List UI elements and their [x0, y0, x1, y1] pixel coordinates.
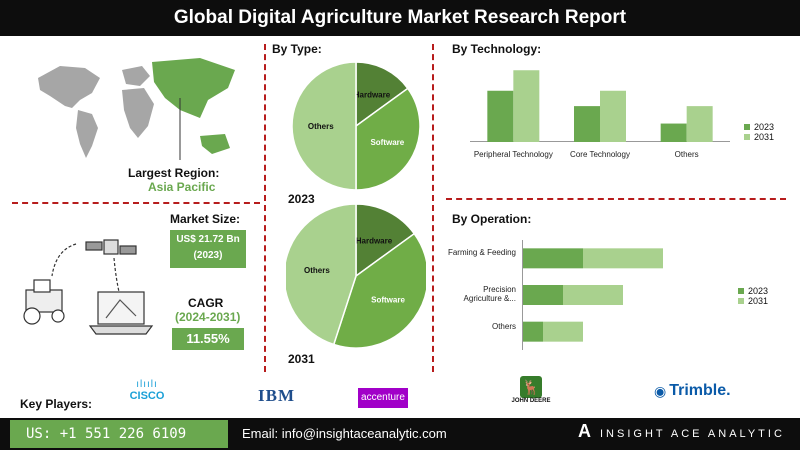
divider-left	[264, 44, 266, 372]
operation-category-label: Others	[491, 321, 516, 331]
pie-chart-2031: Hardware Software Others	[286, 203, 426, 349]
technology-legend-item: 2031	[744, 132, 774, 142]
cisco-bars-icon: ılıılı	[136, 379, 158, 390]
brand-name: INSIGHT ACE ANALYTIC	[600, 428, 785, 440]
legend-swatch	[744, 124, 750, 130]
market-size-value: US$ 21.72 Bn	[176, 234, 240, 245]
accenture-logo: accenture	[358, 388, 408, 408]
pie-2031-year-label: 2031	[288, 352, 315, 366]
technology-bar-1-2031	[600, 90, 626, 142]
ibm-logo: IBM	[258, 386, 295, 405]
technology-bar-0-2031	[513, 70, 540, 142]
pie-chart-2023: Hardware Software Others	[291, 61, 421, 191]
trimble-logo: ◉ Trimble.	[654, 382, 731, 399]
operation-category-label: Farming & Feeding	[447, 248, 516, 258]
cisco-logo: ılıılı CISCO	[124, 379, 170, 403]
pie-2031-slice-others	[286, 203, 357, 346]
pie-2031-slice-hardware	[355, 203, 416, 278]
legend-swatch	[738, 288, 744, 294]
technology-legend: 2023 2031	[744, 122, 774, 142]
technology-categories: Peripheral Technology Core Technology Othe…	[470, 150, 730, 176]
pie-2031-label-software: Software	[371, 295, 405, 304]
operation-category-label: Precision Agriculture &...	[463, 285, 516, 303]
phone-number: US: +1 551 226 6109	[26, 426, 187, 442]
operation-legend-item: 2023	[738, 286, 768, 296]
operation-bar-1-2031	[563, 285, 623, 305]
operation-bar-0-2031	[583, 248, 663, 269]
technology-bar-chart	[470, 70, 730, 142]
operation-bar-0-2023	[523, 248, 583, 269]
market-size-label: Market Size:	[170, 212, 241, 226]
technology-category-label: Peripheral Technology	[473, 150, 553, 159]
by-type-title: By Type:	[272, 42, 322, 56]
technology-category-label: Others	[674, 150, 699, 159]
divider-left-h	[12, 202, 260, 204]
technology-legend-item: 2023	[744, 122, 774, 132]
technology-category-label: Core Technology	[570, 150, 630, 159]
technology-bar-2-2023	[660, 123, 687, 142]
pie-2023-slice-hardware	[355, 61, 409, 128]
pie-2023-label-others: Others	[308, 122, 334, 131]
john-deere-logo: 🦌 JOHN DEERE	[504, 376, 558, 404]
pie-2031-slice-software	[332, 232, 426, 349]
agri-tech-illustration	[23, 239, 154, 335]
email-text: Email: info@insightaceanalytic.com	[242, 426, 447, 441]
market-size-year: (2023)	[193, 250, 223, 261]
divider-right-h	[446, 198, 786, 200]
legend-label: 2031	[748, 296, 769, 306]
by-technology-title: By Technology:	[452, 42, 542, 56]
legend-label: 2031	[754, 132, 775, 142]
cagr-label: CAGR	[188, 296, 224, 310]
operation-legend: 2023 2031	[738, 286, 768, 306]
pie-2023-label-hardware: Hardware	[354, 91, 391, 100]
market-size-box: US$ 21.72 Bn (2023)	[170, 230, 246, 268]
key-players-label: Key Players:	[20, 397, 93, 411]
largest-region-label: Largest Region:	[128, 166, 220, 180]
technology-bar-1-2023	[574, 106, 600, 142]
operation-bar-2-2031	[543, 321, 583, 342]
legend-swatch	[738, 298, 744, 304]
operation-categories: Farming & Feeding Precision Agriculture &…	[446, 240, 520, 350]
deer-icon: 🦌	[520, 376, 542, 398]
legend-label: 2023	[754, 122, 775, 132]
cagr-value: 11.55%	[172, 328, 244, 350]
pie-2023-slice-others	[291, 61, 357, 191]
divider-right	[432, 44, 434, 372]
trimble-icon: ◉	[654, 382, 667, 399]
pie-2023-slice-software	[355, 87, 421, 191]
pie-2031-label-hardware: Hardware	[356, 237, 393, 246]
largest-region-value: Asia Pacific	[148, 180, 216, 194]
operation-bar-chart	[522, 240, 663, 350]
legend-swatch	[744, 134, 750, 140]
pie-2023-label-software: Software	[370, 138, 404, 147]
operation-legend-item: 2031	[738, 296, 768, 306]
page-title: Global Digital Agriculture Market Resear…	[0, 0, 800, 36]
technology-bar-2-2031	[686, 106, 713, 142]
cagr-period: (2024-2031)	[175, 310, 241, 324]
technology-bar-0-2023	[487, 90, 514, 142]
pie-2023-year-label: 2023	[288, 192, 315, 206]
operation-bar-2-2023	[523, 321, 543, 342]
operation-bar-1-2023	[523, 285, 563, 305]
by-operation-title: By Operation:	[452, 212, 532, 226]
brand-icon: A	[578, 421, 591, 441]
legend-label: 2023	[748, 286, 769, 296]
phone-box: US: +1 551 226 6109	[10, 420, 228, 448]
pie-2031-label-others: Others	[304, 266, 330, 275]
world-map	[38, 58, 235, 160]
